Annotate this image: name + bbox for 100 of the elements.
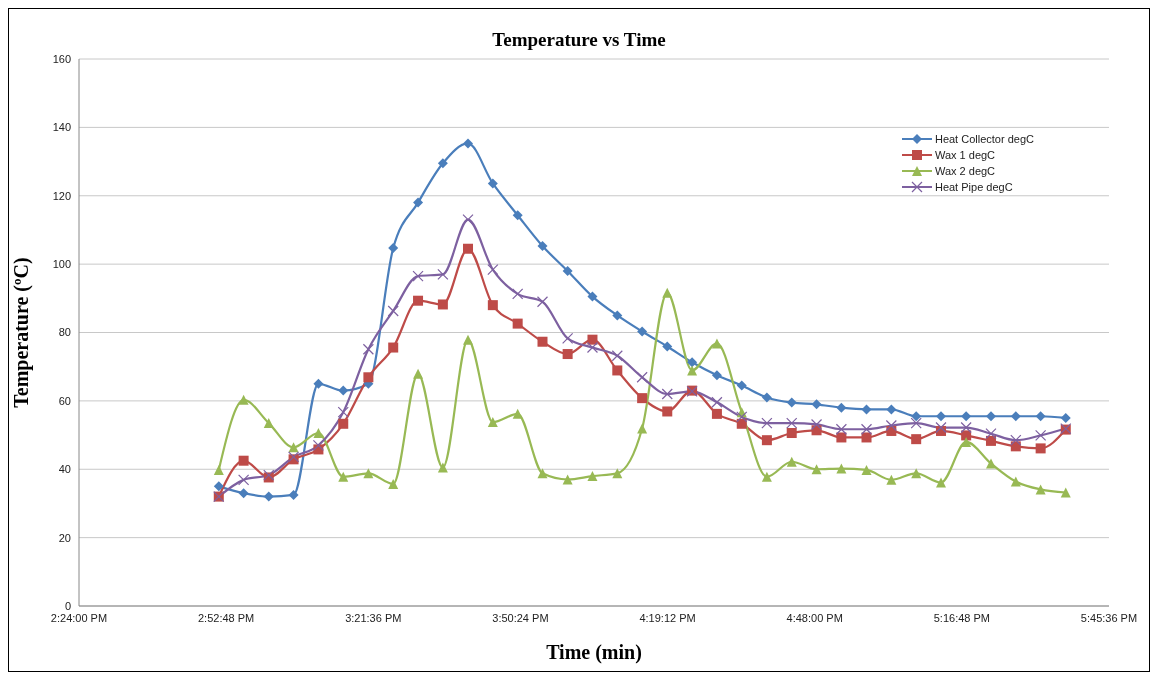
point (413, 368, 424, 379)
point (886, 474, 897, 485)
point (536, 296, 549, 308)
point (463, 138, 474, 149)
point (861, 404, 872, 415)
x-tick-label: 5:45:36 PM (1080, 611, 1138, 624)
point (637, 423, 648, 434)
point (362, 343, 374, 355)
point (512, 210, 523, 221)
point (935, 421, 947, 434)
point (487, 178, 498, 189)
point (662, 287, 673, 298)
point (612, 365, 623, 376)
point (1035, 484, 1046, 495)
point (786, 428, 797, 439)
x-tick-label: 3:50:24 PM (492, 611, 549, 624)
x-tick-label: 3:21:36 PM (345, 611, 402, 624)
x-axis-title: Time (min) (546, 641, 642, 664)
point (363, 468, 374, 479)
point (288, 489, 299, 500)
point (363, 372, 374, 383)
point (885, 419, 897, 432)
point (836, 463, 847, 474)
point (213, 481, 224, 492)
point (1035, 429, 1047, 441)
point (463, 243, 474, 254)
x-tick-label: 2:52:48 PM (198, 611, 255, 624)
point (587, 334, 598, 345)
point (835, 423, 847, 435)
point (587, 291, 598, 302)
point (337, 406, 349, 418)
point (512, 288, 524, 300)
point (936, 477, 947, 488)
point (213, 464, 224, 475)
point (537, 336, 548, 347)
point (487, 264, 499, 276)
point (562, 332, 574, 344)
point (985, 411, 996, 422)
point (786, 417, 798, 429)
y-tick-label: 160 (52, 52, 71, 65)
point (1060, 487, 1071, 498)
point (911, 468, 922, 479)
point (886, 404, 897, 415)
y-tick-label: 40 (58, 463, 71, 476)
point (388, 243, 399, 254)
point (811, 464, 822, 475)
legend-label: Wax 2 degC (934, 164, 996, 179)
chart-title: Temperature vs Time (491, 29, 667, 51)
point (861, 464, 872, 475)
point (637, 326, 648, 337)
point (612, 468, 623, 479)
point (412, 270, 424, 282)
point (462, 214, 474, 226)
point (437, 462, 448, 473)
point (413, 197, 424, 208)
point (661, 388, 673, 400)
point (711, 408, 722, 419)
point (836, 402, 847, 413)
point (238, 474, 250, 486)
x-tick-label: 2:24:00 PM (50, 611, 108, 624)
y-tick-label: 100 (52, 258, 71, 271)
point (911, 434, 922, 445)
point (288, 442, 299, 453)
point (338, 471, 349, 482)
point (437, 158, 448, 169)
y-tick-label: 120 (52, 189, 71, 202)
point (1010, 434, 1022, 446)
point (437, 299, 448, 310)
point (960, 421, 972, 434)
y-tick-label: 140 (52, 121, 71, 134)
y-tick-label: 0 (64, 599, 71, 612)
x-tick-label: 4:48:00 PM (786, 611, 843, 624)
point (711, 396, 723, 408)
point (487, 417, 498, 428)
point (387, 305, 399, 317)
point (263, 491, 274, 502)
point (537, 468, 548, 479)
point (562, 265, 573, 276)
point (413, 295, 424, 306)
point (860, 423, 873, 435)
point (388, 478, 399, 489)
point (512, 318, 523, 329)
point (1010, 411, 1021, 422)
point (338, 418, 349, 429)
point (612, 310, 623, 321)
point (911, 411, 922, 422)
point (586, 341, 599, 354)
y-tick-label: 60 (58, 394, 71, 407)
point (936, 411, 947, 422)
legend-label: Heat Pipe degC (934, 180, 1013, 195)
point (985, 435, 996, 446)
point (761, 417, 773, 429)
point (437, 268, 449, 280)
point (636, 371, 648, 383)
point (786, 397, 797, 408)
point (711, 338, 722, 349)
point (687, 357, 698, 368)
point (537, 241, 548, 252)
point (463, 334, 474, 345)
x-tick-label: 5:16:48 PM (933, 611, 990, 624)
